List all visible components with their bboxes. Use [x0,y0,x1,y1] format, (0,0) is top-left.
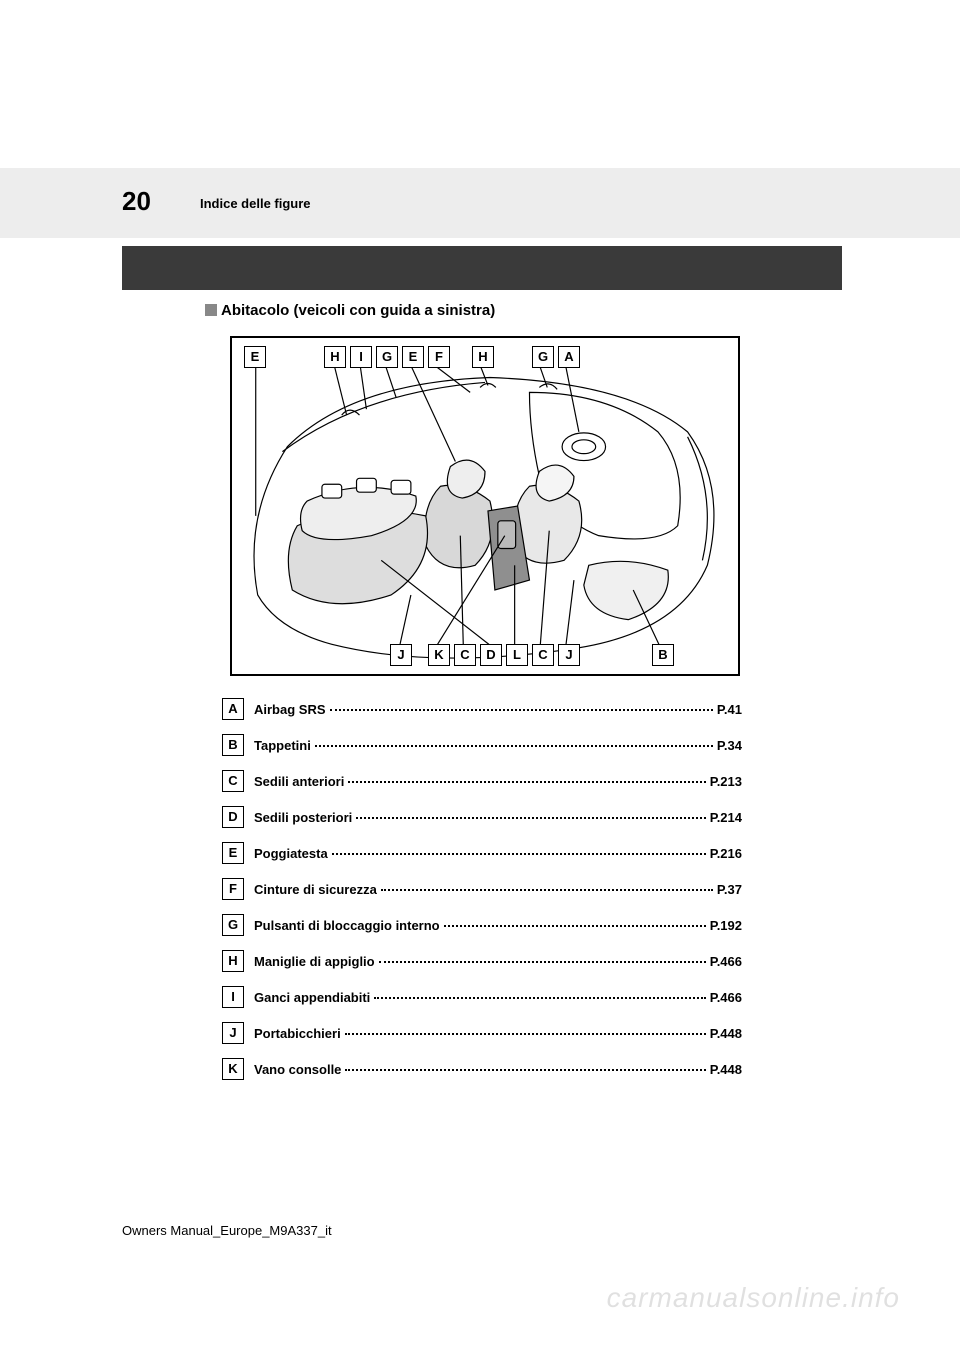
legend-box-C: C [222,770,244,792]
legend-label: Ganci appendiabiti [254,990,370,1005]
legend-page-ref[interactable]: P.37 [717,882,742,897]
section-heading-text: Abitacolo (veicoli con guida a sinistra) [221,302,495,319]
interior-diagram: EHIGEFHGAJKCDLCJB [230,336,740,676]
legend-dots [374,992,705,999]
manual-page: 20 Indice delle figure Abitacolo (veicol… [0,0,960,1358]
callout-J: J [390,644,412,666]
legend-row-G: G Pulsanti di bloccaggio interno P.192 [222,914,742,936]
legend-page-ref[interactable]: P.214 [710,810,742,825]
callout-J: J [558,644,580,666]
callout-C: C [454,644,476,666]
legend-box-E: E [222,842,244,864]
legend-box-H: H [222,950,244,972]
callout-D: D [480,644,502,666]
legend-label: Airbag SRS [254,702,326,717]
legend-label: Pulsanti di bloccaggio interno [254,918,440,933]
callout-A: A [558,346,580,368]
legend-page-ref[interactable]: P.448 [710,1026,742,1041]
section-heading: Abitacolo (veicoli con guida a sinistra) [205,302,495,319]
heading-bullet-icon [205,304,217,316]
legend-box-I: I [222,986,244,1008]
legend-dots [315,740,713,747]
legend-row-J: J Portabicchieri P.448 [222,1022,742,1044]
legend-dots [348,776,705,783]
legend-box-G: G [222,914,244,936]
legend-row-D: D Sedili posteriori P.214 [222,806,742,828]
watermark: carmanualsonline.info [607,1282,900,1314]
legend-label: Portabicchieri [254,1026,341,1041]
legend-row-E: E Poggiatesta P.216 [222,842,742,864]
legend-dots [356,812,705,819]
legend-row-I: I Ganci appendiabiti P.466 [222,986,742,1008]
legend-label: Tappetini [254,738,311,753]
callout-I: I [350,346,372,368]
legend-dots [330,704,713,711]
legend-box-J: J [222,1022,244,1044]
legend-page-ref[interactable]: P.216 [710,846,742,861]
chapter-title: Indice delle figure [200,196,311,211]
legend-page-ref[interactable]: P.466 [710,954,742,969]
car-interior-illustration [232,338,738,674]
callout-G: G [376,346,398,368]
legend-dots [379,956,706,963]
legend-page-ref[interactable]: P.448 [710,1062,742,1077]
legend-list: A Airbag SRS P.41 B Tappetini P.34 C Sedili a… [222,698,742,1094]
callout-G: G [532,346,554,368]
legend-box-A: A [222,698,244,720]
legend-box-B: B [222,734,244,756]
legend-row-A: A Airbag SRS P.41 [222,698,742,720]
legend-row-B: B Tappetini P.34 [222,734,742,756]
legend-label: Sedili anteriori [254,774,344,789]
callout-L: L [506,644,528,666]
legend-box-K: K [222,1058,244,1080]
legend-page-ref[interactable]: P.213 [710,774,742,789]
callout-K: K [428,644,450,666]
legend-label: Vano consolle [254,1062,341,1077]
legend-page-ref[interactable]: P.192 [710,918,742,933]
legend-row-K: K Vano consolle P.448 [222,1058,742,1080]
callout-B: B [652,644,674,666]
callout-E: E [402,346,424,368]
legend-dots [381,884,713,891]
legend-dots [332,848,706,855]
legend-label: Sedili posteriori [254,810,352,825]
footer-text: Owners Manual_Europe_M9A337_it [122,1223,332,1238]
callout-E: E [244,346,266,368]
callout-H: H [324,346,346,368]
legend-dots [345,1028,706,1035]
legend-label: Cinture di sicurezza [254,882,377,897]
page-number: 20 [122,186,151,217]
legend-page-ref[interactable]: P.34 [717,738,742,753]
legend-label: Maniglie di appiglio [254,954,375,969]
callout-H: H [472,346,494,368]
legend-row-C: C Sedili anteriori P.213 [222,770,742,792]
legend-row-F: F Cinture di sicurezza P.37 [222,878,742,900]
legend-label: Poggiatesta [254,846,328,861]
legend-box-D: D [222,806,244,828]
legend-page-ref[interactable]: P.41 [717,702,742,717]
legend-dots [444,920,706,927]
legend-row-H: H Maniglie di appiglio P.466 [222,950,742,972]
legend-page-ref[interactable]: P.466 [710,990,742,1005]
callout-C: C [532,644,554,666]
section-band [122,246,842,290]
callout-F: F [428,346,450,368]
legend-box-F: F [222,878,244,900]
legend-dots [345,1064,705,1071]
